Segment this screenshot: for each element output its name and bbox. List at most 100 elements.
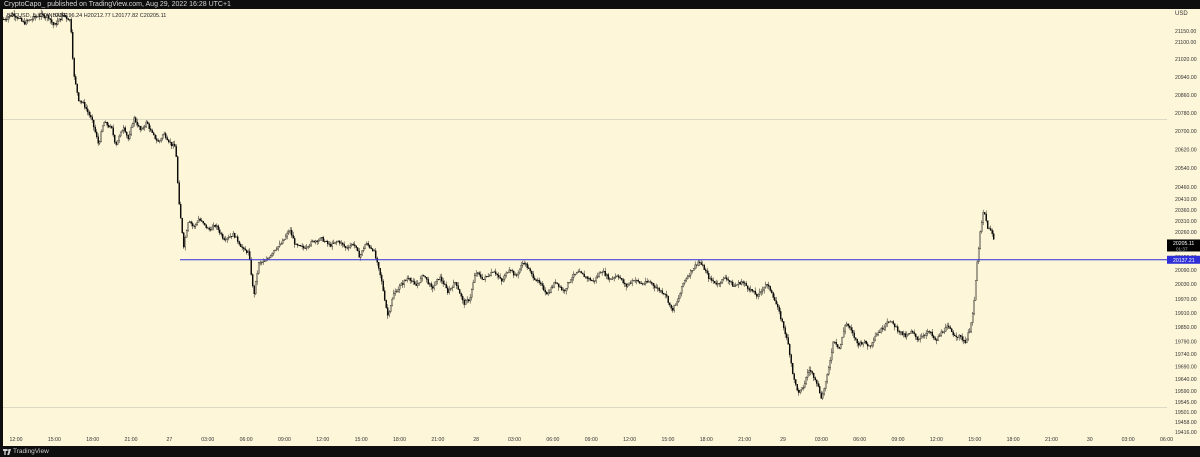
candle-body-581 xyxy=(874,335,876,341)
y-tick-10: 20410.00 xyxy=(1175,197,1197,203)
candle-body-102 xyxy=(155,138,158,141)
y-tick-2: 21020.00 xyxy=(1175,57,1197,63)
candle-body-307 xyxy=(463,299,465,305)
candle-body-470 xyxy=(707,273,710,279)
candle-body-370 xyxy=(557,283,560,288)
plot-area[interactable] xyxy=(3,9,1167,446)
candle-body-643 xyxy=(967,332,969,340)
ohlc-open: 20196.24 xyxy=(59,13,82,19)
candle-body-67 xyxy=(103,122,105,127)
candle-body-570 xyxy=(857,342,860,346)
candle-body-277 xyxy=(418,282,420,284)
x-tick-22: 06:00 xyxy=(853,437,866,443)
tradingview-logo-icon[interactable] xyxy=(3,449,11,455)
candle-body-201 xyxy=(304,247,306,249)
candle-body-515 xyxy=(775,300,777,305)
candle-body-218 xyxy=(329,244,332,247)
candle-body-180 xyxy=(272,250,275,254)
candle-body-351 xyxy=(529,268,531,272)
candle-body-355 xyxy=(535,279,537,282)
candle-body-220 xyxy=(332,242,335,244)
candle-body-127 xyxy=(193,225,195,227)
y-tick-24: 19590.00 xyxy=(1175,389,1197,395)
candle-body-596 xyxy=(896,326,899,332)
candle-body-473 xyxy=(712,280,714,282)
candle-body-337 xyxy=(508,269,510,273)
candle-body-493 xyxy=(742,281,744,283)
candle-body-270 xyxy=(407,278,410,279)
candle-body-616 xyxy=(926,331,929,334)
candle-body-651 xyxy=(979,231,981,249)
candle-body-395 xyxy=(595,277,597,282)
candle-body-626 xyxy=(941,331,944,333)
candle-body-96 xyxy=(146,121,149,125)
candle-body-415 xyxy=(625,283,627,287)
candle-body-326 xyxy=(491,272,494,273)
candle-body-458 xyxy=(689,270,692,276)
candle-body-149 xyxy=(226,237,228,240)
candle-body-319 xyxy=(481,276,483,280)
candle-body-215 xyxy=(325,240,327,242)
candle-body-266 xyxy=(401,283,404,285)
candle-body-628 xyxy=(944,327,947,332)
candle-body-454 xyxy=(683,280,686,284)
candle-body-364 xyxy=(548,292,551,294)
candle-body-138 xyxy=(209,229,212,231)
candle-body-510 xyxy=(767,284,770,287)
price-axis[interactable] xyxy=(1167,9,1200,446)
y-tick-1: 21100.00 xyxy=(1175,40,1196,46)
candle-body-597 xyxy=(898,330,900,333)
candle-body-502 xyxy=(755,294,758,297)
candle-body-18 xyxy=(29,19,32,21)
candle-body-82 xyxy=(125,131,128,136)
candle-body-478 xyxy=(719,282,722,285)
candle-body-356 xyxy=(536,279,539,282)
support-level-tag-bg xyxy=(1167,255,1200,264)
candle-body-150 xyxy=(227,237,230,239)
candle-body-151 xyxy=(229,236,231,238)
candle-body-217 xyxy=(328,243,330,245)
x-tick-9: 15:00 xyxy=(355,437,368,443)
candle-body-251 xyxy=(379,268,381,276)
candle-body-272 xyxy=(410,280,413,282)
symbol-info: BTCUSD, 5, COINBASE O20196.24 H20212.77 … xyxy=(7,13,166,19)
candle-body-43 xyxy=(67,18,69,21)
candle-body-360 xyxy=(542,285,545,291)
candle-body-85 xyxy=(130,127,132,135)
candle-body-221 xyxy=(334,241,336,244)
candle-body-417 xyxy=(628,282,630,285)
candle-body-226 xyxy=(341,242,344,245)
candle-body-495 xyxy=(745,283,747,286)
footer-brand[interactable]: TradingView xyxy=(13,448,49,455)
candle-body-429 xyxy=(646,281,648,283)
candle-body-325 xyxy=(490,272,492,276)
candle-body-281 xyxy=(424,275,426,278)
candle-body-525 xyxy=(790,354,792,364)
candle-body-539 xyxy=(811,371,813,374)
candle-body-241 xyxy=(364,244,366,249)
candle-body-382 xyxy=(575,272,578,275)
candle-body-523 xyxy=(787,337,789,345)
candle-body-430 xyxy=(647,281,650,283)
y-tick-6: 20700.00 xyxy=(1175,129,1197,135)
candle-body-494 xyxy=(743,282,746,284)
candle-body-261 xyxy=(394,291,396,294)
candle-body-116 xyxy=(176,156,179,183)
candle-body-120 xyxy=(182,232,185,248)
publish-info-bar: CryptoCapo_ published on TradingView.com… xyxy=(0,0,1200,9)
candle-body-14 xyxy=(23,21,26,25)
candle-body-224 xyxy=(338,240,341,244)
candle-body-532 xyxy=(800,387,803,391)
candle-body-163 xyxy=(247,251,249,253)
candle-body-634 xyxy=(953,334,956,337)
candle-body-247 xyxy=(373,250,375,252)
candle-body-483 xyxy=(727,279,729,281)
candle-body-336 xyxy=(506,272,509,274)
candle-body-68 xyxy=(104,122,107,124)
highlight-lines xyxy=(3,119,1167,408)
candle-body-582 xyxy=(875,334,878,337)
candle-body-322 xyxy=(485,276,488,278)
candle-body-16 xyxy=(26,20,29,22)
candle-body-604 xyxy=(908,333,911,335)
